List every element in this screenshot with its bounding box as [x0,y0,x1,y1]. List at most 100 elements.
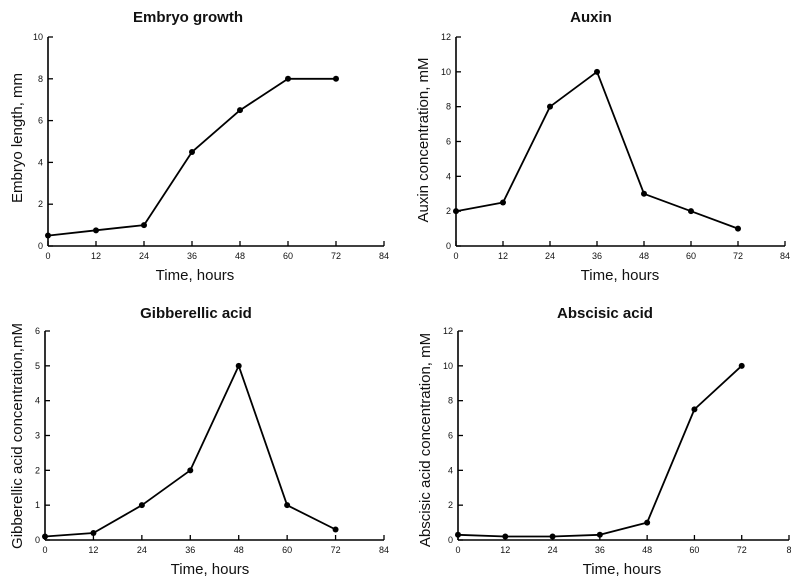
x-tick-label: 72 [733,251,743,261]
y-tick-label: 8 [446,102,451,112]
x-tick-label: 36 [592,251,602,261]
x-tick-label: 12 [88,545,98,555]
data-point [237,107,243,114]
x-tick-label: 84 [379,545,389,555]
y-tick-label: 4 [446,171,451,181]
y-tick-label: 6 [448,431,453,441]
x-tick-label: 12 [91,251,101,261]
x-tick-label: 60 [283,251,293,261]
chart-title: Gibberellic acid [140,305,252,322]
x-tick-label: 12 [500,545,510,555]
x-tick-label: 48 [642,545,652,555]
y-tick-label: 5 [35,361,40,371]
chart-panel-gibberellic-acid: Gibberellic acid Time, hours Gibberellic… [9,305,389,578]
x-tick-label: 72 [737,545,747,555]
y-tick-label: 12 [441,32,451,42]
x-tick-label: 12 [498,251,508,261]
y-axis-label: Abscisic acid concentration, mM [417,333,434,547]
chart-title: Auxin [570,9,612,26]
series-line [457,365,743,538]
data-point [738,362,745,369]
chart-panel-abscisic-acid: Abscisic acid Time, hours Abscisic acid … [417,305,791,578]
y-axis-label: Auxin concentration, mM [415,57,432,222]
data-point [455,531,461,538]
series-line [44,364,337,538]
data-point [453,208,459,215]
data-point [187,467,194,474]
data-point [93,227,99,234]
y-tick-label: 10 [443,361,453,371]
x-tick-label: 36 [185,545,195,555]
data-point [45,232,51,239]
y-tick-label: 0 [38,241,43,251]
x-tick-label: 0 [453,251,458,261]
data-point [691,406,698,413]
y-axis-label: Embryo length, mm [9,73,26,203]
x-tick-label: 84 [379,251,389,261]
x-tick-label: 60 [686,251,696,261]
x-axis-label: Time, hours [156,267,235,284]
y-tick-label: 2 [448,500,453,510]
data-point [549,533,556,540]
data-point [141,222,147,229]
x-tick-label: 36 [187,251,197,261]
y-tick-label: 6 [38,116,43,126]
y-tick-label: 8 [38,74,43,84]
x-axis-label: Time, hours [171,561,250,578]
x-tick-label: 72 [331,251,341,261]
chart-panel-embryo-growth: Embryo growth Time, hours Embryo length,… [9,9,389,284]
data-point [688,208,694,215]
data-point [235,362,242,369]
x-axis-label: Time, hours [581,267,660,284]
y-axis-label: Gibberellic acid concentration,mM [9,323,26,549]
data-point [285,75,291,82]
x-tick-label: 48 [639,251,649,261]
x-tick-label: 48 [235,251,245,261]
series-line [47,77,336,237]
y-tick-label: 1 [35,500,40,510]
y-tick-label: 4 [35,396,40,406]
y-tick-label: 0 [448,535,453,545]
x-tick-label: 24 [139,251,149,261]
data-point [735,225,741,232]
x-tick-label: 24 [137,545,147,555]
y-tick-label: 4 [38,157,43,167]
data-point [644,519,651,526]
y-tick-label: 6 [35,326,40,336]
y-tick-label: 4 [448,465,453,475]
data-point [332,526,339,533]
y-tick-label: 10 [441,67,451,77]
x-axis-label: Time, hours [583,561,662,578]
data-point [42,533,48,540]
x-tick-label: 48 [234,545,244,555]
data-point [594,68,600,75]
x-tick-label: 60 [282,545,292,555]
y-tick-label: 3 [35,431,40,441]
x-tick-label: 8 [786,545,791,555]
chart-title: Embryo growth [133,9,243,26]
data-point [189,148,195,155]
data-point [333,75,339,82]
x-tick-label: 36 [595,545,605,555]
data-point [500,199,506,206]
data-point [641,190,647,197]
chart-title: Abscisic acid [557,305,653,322]
y-tick-label: 8 [448,396,453,406]
y-tick-label: 2 [35,465,40,475]
y-tick-label: 2 [446,206,451,216]
data-point [90,530,97,537]
x-tick-label: 24 [548,545,558,555]
chart-panel-auxin: Auxin Time, hours Auxin concentration, m… [415,9,790,284]
x-tick-label: 84 [780,251,790,261]
y-tick-label: 0 [35,535,40,545]
data-point [502,533,509,540]
series-line [455,70,739,230]
x-tick-label: 24 [545,251,555,261]
y-tick-label: 12 [443,326,453,336]
data-point [284,502,291,509]
x-tick-label: 0 [42,545,47,555]
x-tick-label: 60 [689,545,699,555]
y-tick-label: 6 [446,137,451,147]
data-point [596,531,603,538]
